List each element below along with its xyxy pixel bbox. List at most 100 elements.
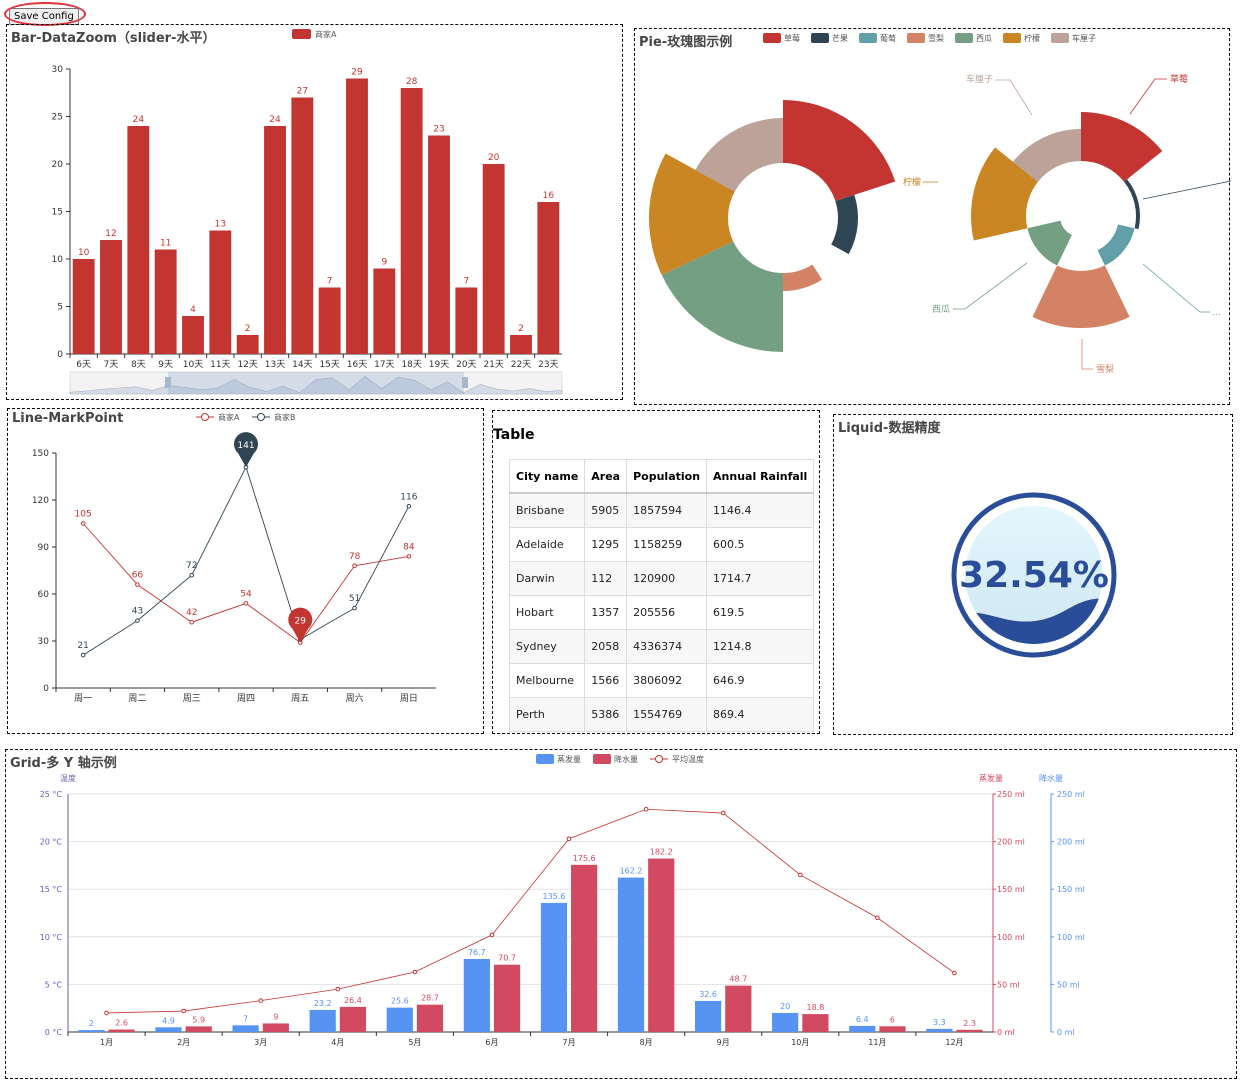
- x-tick-label: 12天: [237, 360, 257, 370]
- table-cell: 1295: [584, 527, 628, 562]
- table-cell: 1857594: [626, 492, 708, 528]
- y-tick-label: 5 °C: [45, 980, 63, 989]
- data-point: [952, 970, 957, 976]
- bar-value-label: 16: [543, 191, 555, 201]
- bar-value-label: 24: [133, 115, 145, 125]
- bar-precipitation: [493, 964, 521, 1032]
- datazoom-window: [168, 372, 464, 394]
- bar-evaporation: [926, 1028, 953, 1032]
- liquid-value-label: 32.54%: [959, 555, 1109, 596]
- table-header-cell: Annual Rainfall: [706, 459, 815, 494]
- legend-swatch: [536, 754, 554, 764]
- table-cell: Adelaide: [508, 527, 586, 562]
- bar-evaporation: [772, 1012, 799, 1032]
- legend-label: 车厘子: [1072, 33, 1096, 43]
- x-tick-label: 1月: [100, 1038, 113, 1047]
- bar-chart: 商家A 0 5 10 15 20 25 30 10 6天 12 7天 24 8天 11 9天 4 10天 13 11天…: [52, 29, 563, 395]
- bar-value-label: 29: [351, 68, 363, 78]
- y-tick-label: 150 ml: [1057, 885, 1085, 894]
- bar-value-label: 162.2: [620, 867, 643, 876]
- x-tick-label: 周五: [291, 693, 309, 704]
- grid-title: Grid-多 Y 轴示例: [10, 756, 117, 771]
- bar-value-label: 7: [463, 277, 469, 287]
- save-config-button[interactable]: Save Config: [9, 8, 79, 25]
- table-header-cell: Population: [626, 459, 708, 494]
- table-cell: 1357: [584, 595, 628, 630]
- table-row: Darwin 112 120900 1714.7: [508, 561, 815, 596]
- table-row: Perth 5386 1554769 869.4: [508, 697, 815, 732]
- table-cell: 2058: [584, 629, 628, 664]
- liquid-title: Liquid-数据精度: [838, 421, 941, 436]
- table-title: Table: [493, 427, 535, 443]
- bar-evaporation: [463, 958, 490, 1032]
- bar-value-label: 2.6: [115, 1019, 128, 1028]
- bar-value-label: 70.7: [498, 954, 516, 963]
- y-tick-label: 20: [52, 160, 64, 170]
- y-tick-label: 30: [38, 637, 50, 647]
- data-point: [189, 572, 195, 578]
- label-line: [995, 79, 1033, 116]
- bar: [236, 335, 259, 354]
- x-tick-label: 周四: [237, 693, 255, 704]
- data-point: [181, 1008, 186, 1014]
- markpoint-pin: [288, 607, 313, 643]
- rose-slice-葡萄: [1097, 224, 1135, 266]
- bar-value-label: 48.7: [729, 975, 747, 984]
- y-tick-label: 15: [52, 208, 63, 218]
- bar-value-label: 13: [215, 220, 226, 230]
- bar-value-label: 2: [245, 324, 251, 334]
- table-cell: 600.5: [706, 527, 815, 562]
- line-chart: 商家A 商家B 0 30 60 90 120 150 周一 周二 周三 周四 周五 周六 周日 105 66 42…: [32, 412, 436, 704]
- table-header-cell: City name: [508, 459, 586, 494]
- rose-slice-雪梨: [1032, 265, 1130, 328]
- table-cell: Brisbane: [508, 492, 586, 528]
- table-cell: 1214.8: [706, 629, 815, 664]
- x-tick-label: 2月: [177, 1038, 190, 1047]
- bar-value-label: 23: [433, 125, 444, 135]
- bar: [154, 249, 177, 354]
- legend-swatch: [859, 33, 877, 43]
- data-point: [489, 932, 495, 938]
- bar-precipitation: [802, 1014, 829, 1032]
- bar: [291, 97, 314, 354]
- rose-slice-雪梨: [783, 264, 823, 291]
- x-tick-label: 14天: [292, 360, 312, 370]
- point-value-label: 105: [75, 510, 92, 520]
- x-tick-label: 19天: [429, 360, 449, 370]
- table-cell: 646.9: [706, 663, 815, 698]
- line-title: Line-MarkPoint: [12, 411, 124, 426]
- table-cell: 112: [584, 561, 628, 596]
- legend-swatch: [593, 754, 611, 764]
- bar-value-label: 5.9: [192, 1015, 205, 1024]
- data-point: [258, 998, 264, 1003]
- legend-marker: [257, 413, 265, 421]
- bar: [510, 335, 532, 354]
- x-tick-label: 周三: [183, 693, 201, 704]
- point-value-label: 54: [240, 589, 252, 599]
- legend-swatch: [907, 33, 925, 43]
- label-line: [953, 262, 1028, 310]
- x-tick-label: 7月: [562, 1038, 575, 1047]
- bar-value-label: 135.6: [542, 892, 565, 901]
- bar-precipitation: [416, 1004, 444, 1032]
- y-tick-label: 15 °C: [40, 885, 63, 894]
- bar: [373, 268, 396, 354]
- bar: [455, 287, 478, 354]
- x-tick-label: 20天: [456, 360, 476, 370]
- bar-value-label: 9: [273, 1012, 278, 1021]
- table-cell: 1146.4: [706, 492, 815, 528]
- slice-label: 车厘子: [966, 73, 993, 85]
- table-row: Hobart 1357 205556 619.5: [508, 595, 815, 630]
- bar-precipitation: [956, 1029, 983, 1032]
- x-tick-label: 13天: [265, 360, 285, 370]
- bar-value-label: 27: [297, 87, 308, 97]
- bar-value-label: 25.6: [391, 997, 409, 1006]
- data-point: [566, 836, 572, 842]
- bar-value-label: 76.7: [468, 948, 486, 957]
- bar-evaporation: [232, 1025, 259, 1032]
- bar-precipitation: [879, 1026, 906, 1032]
- table-cell: 1714.7: [706, 561, 815, 596]
- data-point: [80, 652, 86, 658]
- label-line: [1129, 78, 1167, 115]
- slice-label: 雪梨: [1096, 363, 1114, 375]
